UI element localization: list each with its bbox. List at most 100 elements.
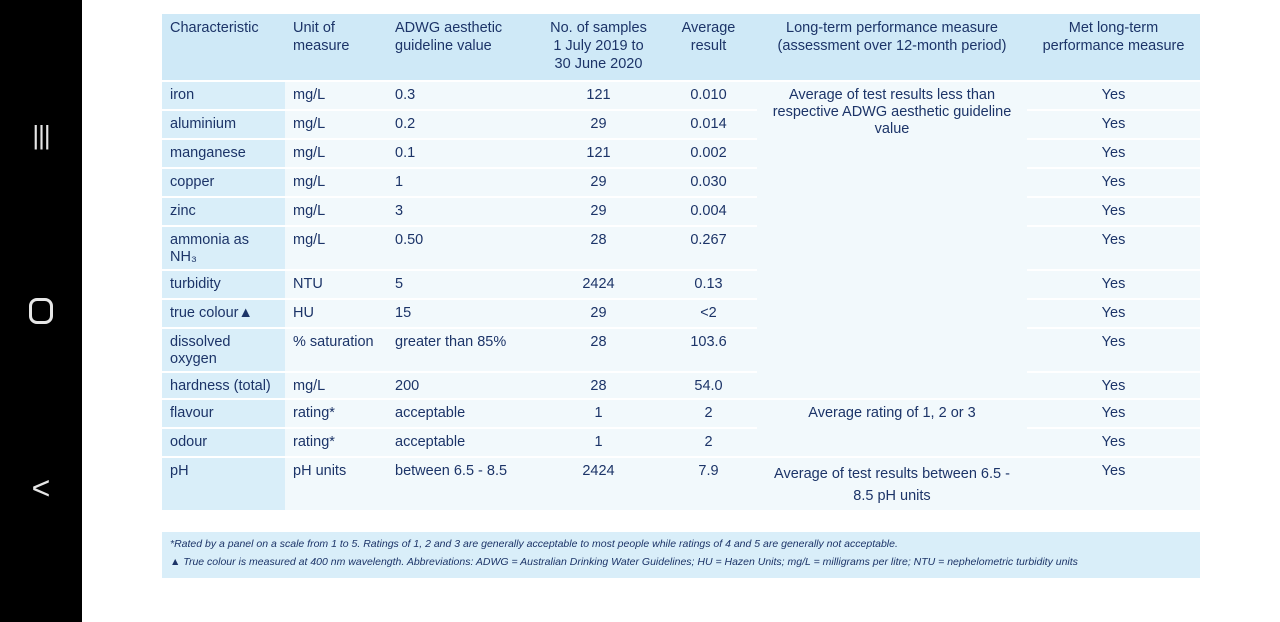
cell-met: Yes <box>1027 373 1200 398</box>
cell-average: 0.010 <box>660 82 757 109</box>
cell-measure: Average of test results between 6.5 - 8.… <box>757 458 1027 510</box>
cell-met: Yes <box>1027 429 1200 456</box>
cell-samples: 28 <box>537 373 660 398</box>
cell-met: Yes <box>1027 458 1200 510</box>
back-icon[interactable]: < <box>31 470 51 506</box>
cell-samples: 2424 <box>537 271 660 298</box>
cell-average: <2 <box>660 300 757 327</box>
cell-characteristic: iron <box>162 82 285 109</box>
cell-guideline: between 6.5 - 8.5 <box>387 458 537 510</box>
cell-characteristic: copper <box>162 169 285 196</box>
table-row: manganese mg/L 0.1 121 0.002 Yes <box>162 140 1200 167</box>
table-row: odour rating* acceptable 1 2 Yes <box>162 429 1200 456</box>
cell-guideline: 0.50 <box>387 227 537 269</box>
cell-average: 54.0 <box>660 373 757 398</box>
table-row: hardness (total) mg/L 200 28 54.0 Yes <box>162 373 1200 398</box>
cell-met: Yes <box>1027 140 1200 167</box>
header-met: Met long-term performance measure <box>1027 14 1200 80</box>
table-row: true colour▲ HU 15 29 <2 Yes <box>162 300 1200 327</box>
cell-unit: mg/L <box>285 111 387 138</box>
recent-apps-icon[interactable]: ||| <box>32 120 50 150</box>
cell-characteristic: aluminium <box>162 111 285 138</box>
cell-guideline: 3 <box>387 198 537 225</box>
cell-samples: 29 <box>537 300 660 327</box>
cell-unit: mg/L <box>285 198 387 225</box>
cell-met: Yes <box>1027 400 1200 427</box>
android-nav-bar: ||| < <box>0 0 82 622</box>
cell-characteristic: odour <box>162 429 285 456</box>
cell-unit: pH units <box>285 458 387 510</box>
cell-unit: % saturation <box>285 329 387 371</box>
cell-samples: 1 <box>537 400 660 427</box>
cell-samples: 29 <box>537 198 660 225</box>
cell-guideline: acceptable <box>387 400 537 427</box>
header-guideline: ADWG aesthetic guideline value <box>387 14 537 80</box>
table-row: zinc mg/L 3 29 0.004 Yes <box>162 198 1200 225</box>
table-row: pH pH units between 6.5 - 8.5 2424 7.9 Averag… <box>162 458 1200 510</box>
cell-average: 2 <box>660 400 757 427</box>
cell-average: 7.9 <box>660 458 757 510</box>
cell-average: 0.004 <box>660 198 757 225</box>
cell-met: Yes <box>1027 271 1200 298</box>
cell-unit: mg/L <box>285 140 387 167</box>
table-row: turbidity NTU 5 2424 0.13 Yes <box>162 271 1200 298</box>
header-characteristic: Characteristic <box>162 14 285 80</box>
table-row: aluminium mg/L 0.2 29 0.014 Yes <box>162 111 1200 138</box>
cell-characteristic: turbidity <box>162 271 285 298</box>
cell-guideline: 0.3 <box>387 82 537 109</box>
cell-guideline: greater than 85% <box>387 329 537 371</box>
table-row: flavour rating* acceptable 1 2 Average rating… <box>162 400 1200 456</box>
cell-average: 0.014 <box>660 111 757 138</box>
cell-average: 0.030 <box>660 169 757 196</box>
cell-characteristic: hardness (total) <box>162 373 285 398</box>
cell-unit: mg/L <box>285 373 387 398</box>
cell-characteristic: zinc <box>162 198 285 225</box>
cell-guideline: 0.1 <box>387 140 537 167</box>
cell-characteristic: pH <box>162 458 285 510</box>
table-row: ammonia as NH₃ mg/L 0.50 28 0.267 Yes <box>162 227 1200 269</box>
cell-average: 0.002 <box>660 140 757 167</box>
cell-unit: rating* <box>285 400 387 427</box>
cell-average: 2 <box>660 429 757 456</box>
header-samples: No. of samples 1 July 2019 to 30 June 20… <box>537 14 660 80</box>
cell-unit: HU <box>285 300 387 327</box>
cell-unit: mg/L <box>285 169 387 196</box>
header-average: Average result <box>660 14 757 80</box>
cell-characteristic: dissolved oxygen <box>162 329 285 371</box>
cell-measure: Average rating of 1, 2 or 3 <box>757 400 1027 456</box>
cell-met: Yes <box>1027 169 1200 196</box>
cell-measure: Average of test results less than respec… <box>757 82 1027 398</box>
cell-samples: 28 <box>537 227 660 269</box>
cell-characteristic: manganese <box>162 140 285 167</box>
footnote-abbreviations: ▲ True colour is measured at 400 nm wave… <box>170 556 1078 568</box>
cell-unit: mg/L <box>285 227 387 269</box>
cell-unit: NTU <box>285 271 387 298</box>
cell-characteristic: flavour <box>162 400 285 427</box>
cell-met: Yes <box>1027 82 1200 109</box>
cell-guideline: 0.2 <box>387 111 537 138</box>
table-header: Characteristic Unit of measure ADWG aest… <box>162 14 1200 80</box>
footnote-rating: *Rated by a panel on a scale from 1 to 5… <box>170 538 898 550</box>
home-icon[interactable] <box>0 298 82 329</box>
cell-samples: 29 <box>537 111 660 138</box>
footnotes: *Rated by a panel on a scale from 1 to 5… <box>162 532 1200 578</box>
cell-samples: 29 <box>537 169 660 196</box>
cell-average: 0.13 <box>660 271 757 298</box>
cell-met: Yes <box>1027 111 1200 138</box>
cell-guideline: acceptable <box>387 429 537 456</box>
cell-met: Yes <box>1027 227 1200 269</box>
table-row: dissolved oxygen% saturation greater than… <box>162 329 1200 371</box>
cell-samples: 121 <box>537 140 660 167</box>
table-row: copper mg/L 1 29 0.030 Yes <box>162 169 1200 196</box>
water-quality-table: Characteristic Unit of measure ADWG aest… <box>162 12 1200 512</box>
header-unit: Unit of measure <box>285 14 387 80</box>
cell-met: Yes <box>1027 300 1200 327</box>
cell-average: 0.267 <box>660 227 757 269</box>
cell-guideline: 5 <box>387 271 537 298</box>
cell-guideline: 200 <box>387 373 537 398</box>
cell-samples: 121 <box>537 82 660 109</box>
cell-met: Yes <box>1027 198 1200 225</box>
cell-unit: mg/L <box>285 82 387 109</box>
header-measure: Long-term performance measure (assessmen… <box>757 14 1027 80</box>
cell-samples: 1 <box>537 429 660 456</box>
